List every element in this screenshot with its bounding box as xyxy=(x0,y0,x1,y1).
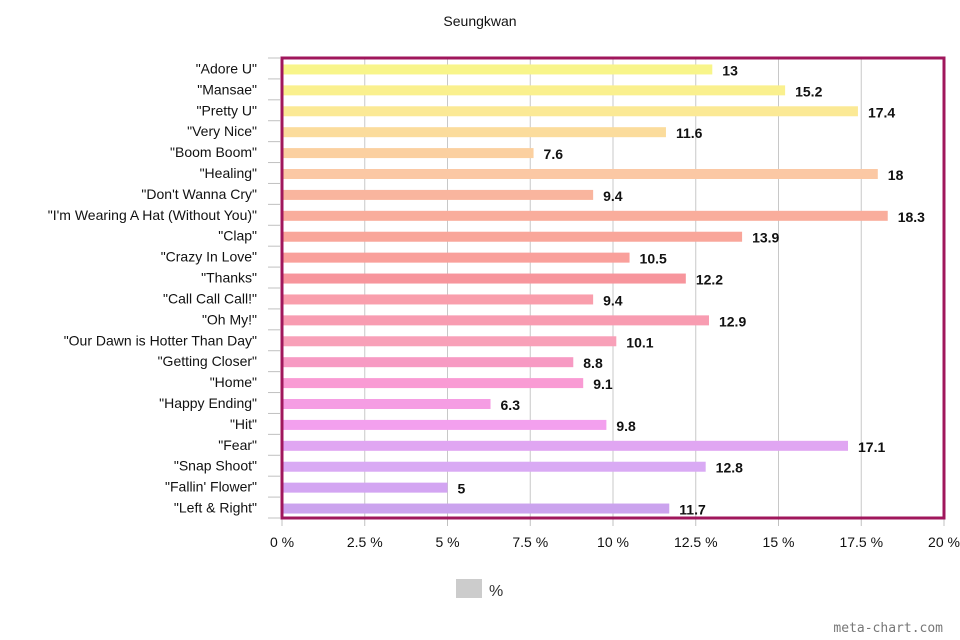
value-label: 11.7 xyxy=(679,502,706,518)
bar[interactable] xyxy=(282,336,617,347)
value-label: 6.3 xyxy=(501,397,521,413)
value-label: 9.4 xyxy=(603,292,623,308)
category-label: "Crazy In Love" xyxy=(161,249,257,265)
value-label: 11.6 xyxy=(676,125,703,141)
value-label: 12.2 xyxy=(696,272,723,288)
category-label: "Fear" xyxy=(218,437,257,453)
legend-label[interactable]: % xyxy=(489,583,503,600)
value-label: 12.8 xyxy=(716,460,743,476)
category-label: "Call Call Call!" xyxy=(163,290,257,306)
bar[interactable] xyxy=(282,419,607,430)
value-label: 12.9 xyxy=(719,313,746,329)
bar[interactable] xyxy=(282,461,706,472)
category-label: "Home" xyxy=(210,374,257,390)
bar[interactable] xyxy=(282,231,743,242)
x-tick-label: 12.5 % xyxy=(674,534,718,550)
plot-border xyxy=(280,56,946,520)
category-label: "Getting Closer" xyxy=(158,353,257,369)
category-label: "Thanks" xyxy=(201,270,257,286)
bar[interactable] xyxy=(282,148,534,159)
value-label: 10.5 xyxy=(640,251,667,267)
bar[interactable] xyxy=(282,357,574,368)
x-tick-label: 17.5 % xyxy=(839,534,883,550)
x-tick-label: 10 % xyxy=(597,534,629,550)
category-label: "Don't Wanna Cry" xyxy=(141,186,257,202)
value-labels: 13 15.2 17.4 11.6 7.6 18 9.4 18.3 13.9 10.5 12.2 9.… xyxy=(458,62,926,517)
bar[interactable] xyxy=(282,85,786,96)
category-label: "Pretty U" xyxy=(196,102,257,118)
category-label: "Boom Boom" xyxy=(170,144,257,160)
value-label: 9.4 xyxy=(603,188,623,204)
category-label: "Our Dawn is Hotter Than Day" xyxy=(64,332,257,348)
x-tick-label: 15 % xyxy=(763,534,795,550)
category-label: "Clap" xyxy=(218,228,257,244)
category-label: "Hit" xyxy=(230,416,257,432)
value-label: 10.1 xyxy=(626,334,653,350)
category-label: "Very Nice" xyxy=(187,123,257,139)
category-label: "Left & Right" xyxy=(174,500,257,516)
credit-text: meta-chart.com xyxy=(833,621,943,636)
bar[interactable] xyxy=(282,64,713,75)
x-tick-label: 0 % xyxy=(270,534,294,550)
category-labels: "Adore U" "Mansae" "Pretty U" "Very Nice" "B… xyxy=(48,57,280,519)
bar[interactable] xyxy=(282,440,849,451)
value-label: 8.8 xyxy=(583,355,603,371)
category-label: "Happy Ending" xyxy=(159,395,257,411)
category-label: "Mansae" xyxy=(197,81,257,97)
value-label: 13.9 xyxy=(752,230,779,246)
legend[interactable]: % xyxy=(456,579,503,600)
category-label: "Snap Shoot" xyxy=(174,458,257,474)
value-label: 17.4 xyxy=(868,104,895,120)
bar[interactable] xyxy=(282,106,858,117)
bar[interactable] xyxy=(282,273,686,284)
bar[interactable] xyxy=(282,252,630,263)
category-label: "I'm Wearing A Hat (Without You)" xyxy=(48,207,257,223)
bar[interactable] xyxy=(282,503,670,514)
value-label: 17.1 xyxy=(858,439,885,455)
bar[interactable] xyxy=(282,210,888,221)
bar[interactable] xyxy=(282,378,584,389)
bar[interactable] xyxy=(282,189,594,200)
value-label: 18.3 xyxy=(898,209,925,225)
legend-swatch[interactable] xyxy=(456,579,482,598)
category-label: "Fallin' Flower" xyxy=(165,479,257,495)
x-tick-label: 20 % xyxy=(928,534,960,550)
bar[interactable] xyxy=(282,399,491,409)
value-label: 18 xyxy=(888,167,904,183)
chart-title: Seungkwan xyxy=(443,13,516,29)
value-label: 9.8 xyxy=(616,418,636,434)
bar[interactable] xyxy=(282,294,594,305)
value-label: 15.2 xyxy=(795,83,822,99)
bar[interactable] xyxy=(282,315,709,326)
value-label: 9.1 xyxy=(593,376,613,392)
value-label: 5 xyxy=(458,481,466,497)
category-label: "Adore U" xyxy=(196,60,257,76)
value-label: 7.6 xyxy=(544,146,564,162)
category-label: "Oh My!" xyxy=(202,311,257,327)
bars xyxy=(282,64,888,514)
value-label: 13 xyxy=(722,62,738,78)
x-tick-label: 7.5 % xyxy=(512,534,548,550)
category-label: "Healing" xyxy=(200,165,257,181)
bar[interactable] xyxy=(282,482,448,493)
bar[interactable] xyxy=(282,127,666,138)
x-tick-label: 2.5 % xyxy=(347,534,383,550)
x-tick-label: 5 % xyxy=(435,534,459,550)
bar[interactable] xyxy=(282,169,878,179)
x-axis-ticks: 0 % 2.5 % 5 % 7.5 % 10 % 12.5 % 15 % 17.5 % 20 % xyxy=(270,518,960,550)
